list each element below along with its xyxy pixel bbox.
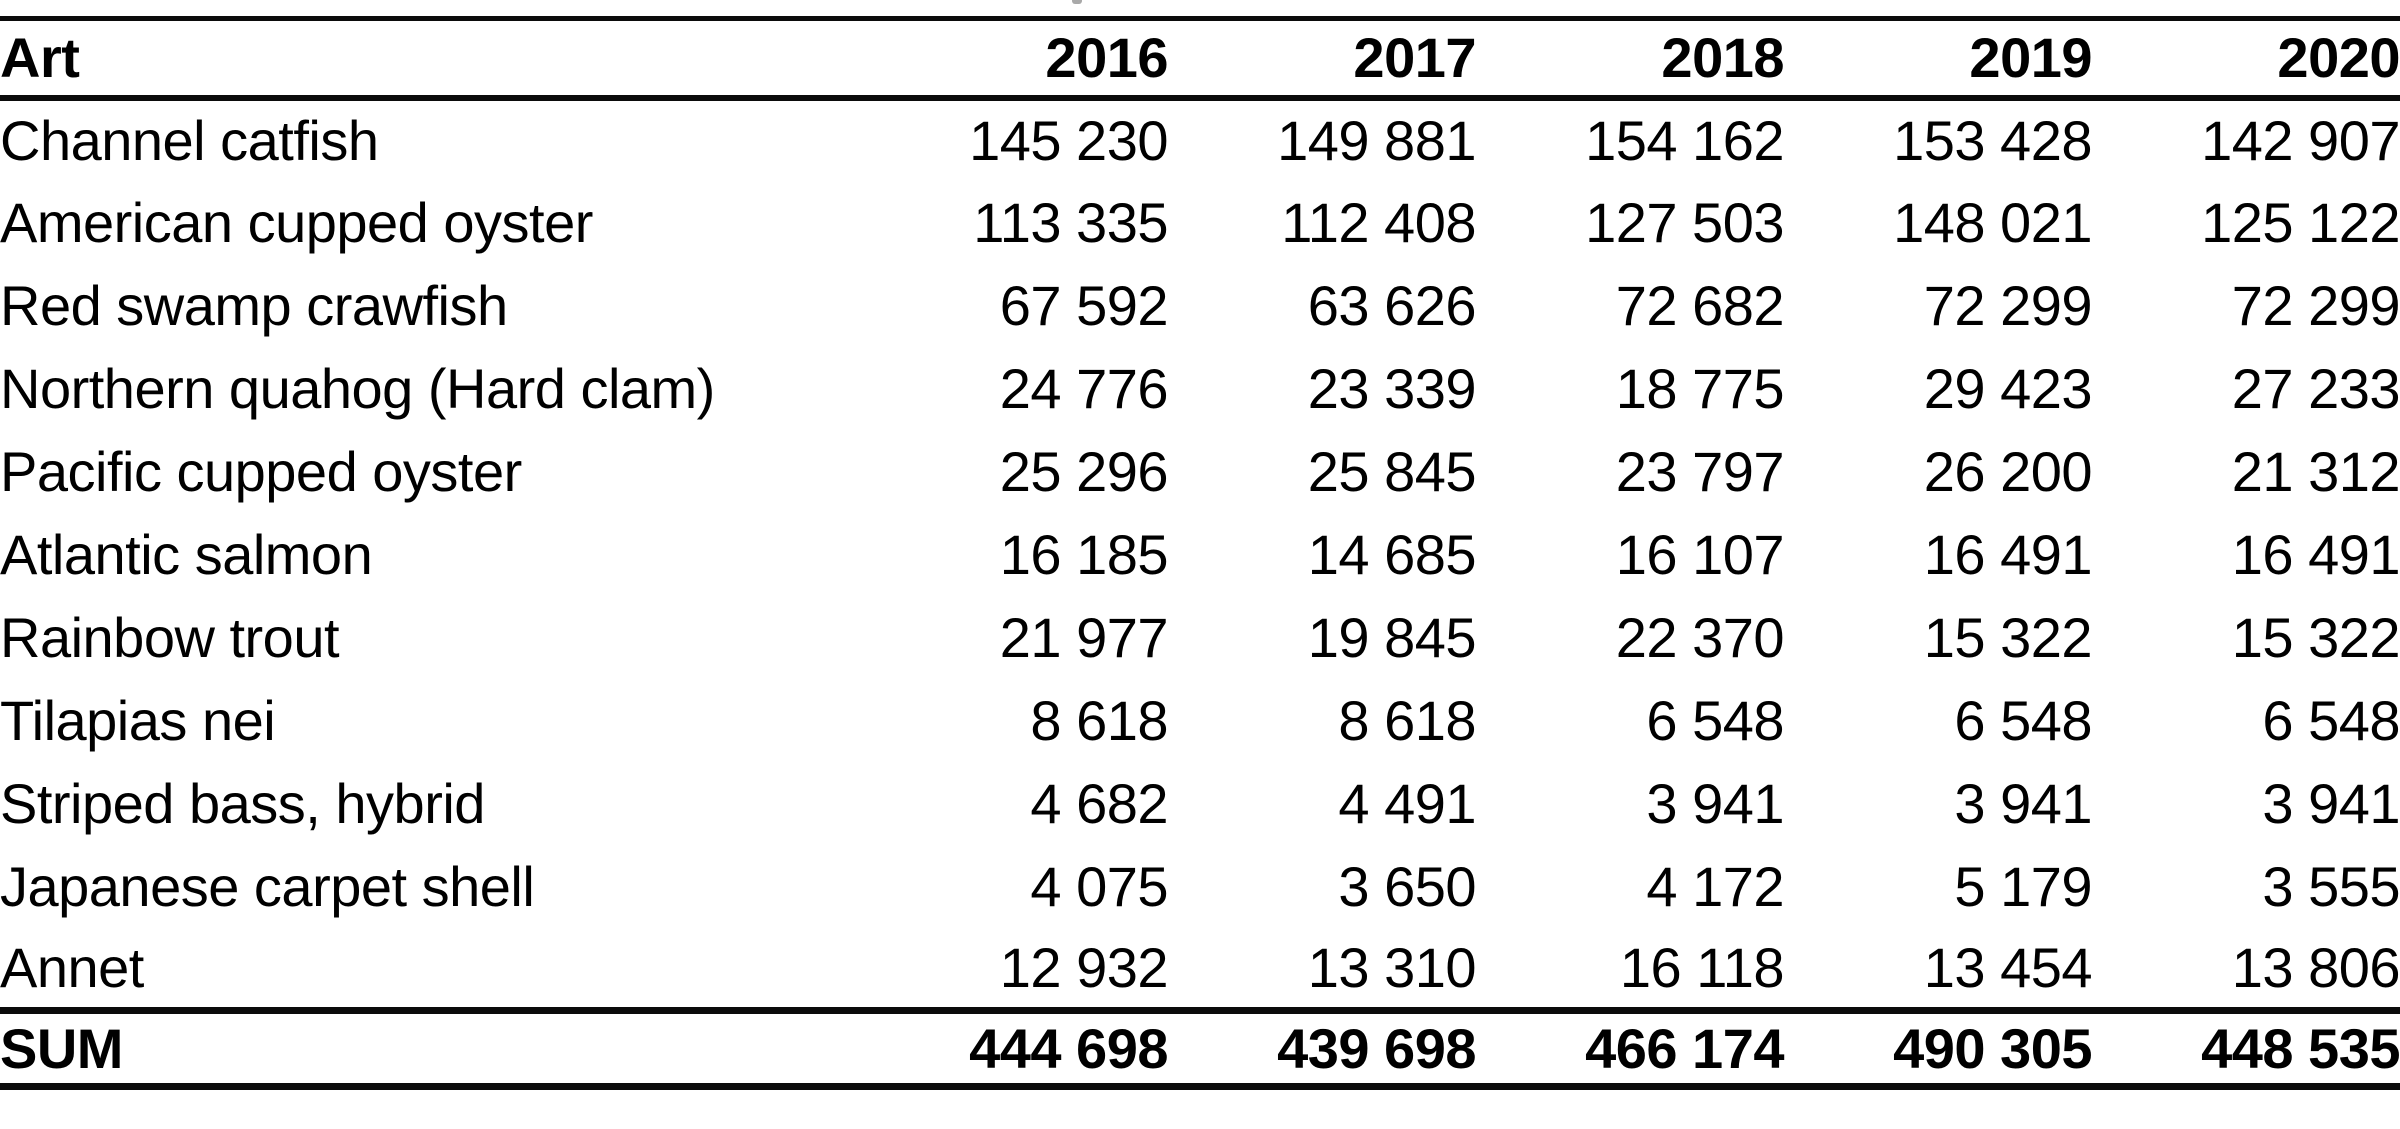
value-cell: 16 118 xyxy=(1619,935,1785,999)
value-cell: 3 941 xyxy=(1954,771,2092,835)
species-name-cell: Striped bass, hybrid xyxy=(0,771,485,835)
sum-value-cell: 448 535 xyxy=(2201,1017,2400,1080)
value-cell: 72 299 xyxy=(1923,273,2093,337)
species-name-cell: Tilapias nei xyxy=(0,688,276,752)
value-cell: 6 548 xyxy=(2262,688,2400,752)
value-cell: 27 233 xyxy=(2231,356,2400,420)
value-cell: 25 296 xyxy=(999,439,1169,503)
value-cell: 148 021 xyxy=(1893,190,2092,254)
cut-off-text-artifact xyxy=(1072,0,1082,4)
value-cell: 19 845 xyxy=(1307,605,1477,669)
table-row: Atlantic salmon 16 185 14 685 16 107 16 … xyxy=(0,513,2400,596)
table-row: American cupped oyster 113 335 112 408 1… xyxy=(0,181,2400,264)
value-cell: 25 845 xyxy=(1307,439,1477,503)
column-header-2019: 2019 xyxy=(1969,26,2092,90)
species-name-cell: Rainbow trout xyxy=(0,605,340,669)
value-cell: 23 339 xyxy=(1307,356,1477,420)
value-cell: 6 548 xyxy=(1954,688,2092,752)
value-cell: 113 335 xyxy=(973,190,1168,254)
value-cell: 26 200 xyxy=(1923,439,2093,503)
table-row: Annet 12 932 13 310 16 118 13 454 13 806 xyxy=(0,928,2400,1011)
column-header-2020: 2020 xyxy=(2277,26,2400,90)
column-header-2017: 2017 xyxy=(1353,26,1476,90)
value-cell: 13 454 xyxy=(1923,935,2093,999)
table-row: Pacific cupped oyster 25 296 25 845 23 7… xyxy=(0,430,2400,513)
value-cell: 63 626 xyxy=(1307,273,1477,337)
species-name-cell: Atlantic salmon xyxy=(0,522,373,586)
table-row: Red swamp crawfish 67 592 63 626 72 682 … xyxy=(0,264,2400,347)
value-cell: 22 370 xyxy=(1615,605,1785,669)
value-cell: 4 491 xyxy=(1338,771,1476,835)
value-cell: 21 312 xyxy=(2231,439,2400,503)
species-name-cell: Annet xyxy=(0,935,144,999)
value-cell: 29 423 xyxy=(1923,356,2093,420)
value-cell: 13 310 xyxy=(1307,935,1477,999)
value-cell: 16 491 xyxy=(1923,522,2093,586)
value-cell: 23 797 xyxy=(1615,439,1785,503)
species-production-table: Art 2016 2017 2018 2019 2020 Channel cat… xyxy=(0,16,2400,1090)
value-cell: 127 503 xyxy=(1585,190,1784,254)
value-cell: 153 428 xyxy=(1893,109,2092,172)
sum-value-cell: 439 698 xyxy=(1277,1017,1476,1080)
table-container: Art 2016 2017 2018 2019 2020 Channel cat… xyxy=(0,16,2400,1090)
table-row: Striped bass, hybrid 4 682 4 491 3 941 3… xyxy=(0,762,2400,845)
header-row: Art 2016 2017 2018 2019 2020 xyxy=(0,19,2400,98)
value-cell: 4 075 xyxy=(1030,854,1168,918)
value-cell: 145 230 xyxy=(969,109,1168,172)
sum-row: SUM 444 698 439 698 466 174 490 305 448 … xyxy=(0,1010,2400,1087)
value-cell: 15 322 xyxy=(1923,605,2093,669)
value-cell: 154 162 xyxy=(1585,109,1784,172)
value-cell: 3 650 xyxy=(1338,854,1476,918)
value-cell: 8 618 xyxy=(1030,688,1168,752)
value-cell: 12 932 xyxy=(999,935,1169,999)
column-header-2016: 2016 xyxy=(1045,26,1168,90)
value-cell: 142 907 xyxy=(2201,109,2400,172)
value-cell: 8 618 xyxy=(1338,688,1476,752)
table-row: Northern quahog (Hard clam) 24 776 23 33… xyxy=(0,347,2400,430)
value-cell: 72 682 xyxy=(1615,273,1785,337)
value-cell: 6 548 xyxy=(1646,688,1784,752)
value-cell: 149 881 xyxy=(1277,109,1476,172)
value-cell: 72 299 xyxy=(2231,273,2400,337)
value-cell: 4 172 xyxy=(1646,854,1784,918)
value-cell: 67 592 xyxy=(999,273,1169,337)
value-cell: 16 107 xyxy=(1615,522,1785,586)
sum-value-cell: 490 305 xyxy=(1893,1017,2092,1080)
species-name-cell: Channel catfish xyxy=(0,109,379,172)
species-name-cell: Japanese carpet shell xyxy=(0,854,535,918)
table-row: Tilapias nei 8 618 8 618 6 548 6 548 6 5… xyxy=(0,679,2400,762)
column-header-art: Art xyxy=(0,26,80,90)
value-cell: 24 776 xyxy=(999,356,1169,420)
value-cell: 5 179 xyxy=(1954,854,2092,918)
value-cell: 4 682 xyxy=(1030,771,1168,835)
value-cell: 21 977 xyxy=(999,605,1169,669)
species-name-cell: American cupped oyster xyxy=(0,190,593,254)
value-cell: 14 685 xyxy=(1307,522,1477,586)
species-name-cell: Pacific cupped oyster xyxy=(0,439,522,503)
value-cell: 13 806 xyxy=(2231,935,2400,999)
table-header: Art 2016 2017 2018 2019 2020 xyxy=(0,19,2400,98)
value-cell: 3 941 xyxy=(2262,771,2400,835)
value-cell: 3 555 xyxy=(2262,854,2400,918)
table-footer: SUM 444 698 439 698 466 174 490 305 448 … xyxy=(0,1010,2400,1087)
table-row: Rainbow trout 21 977 19 845 22 370 15 32… xyxy=(0,596,2400,679)
table-body: Channel catfish 145 230 149 881 154 162 … xyxy=(0,98,2400,1011)
table-row: Japanese carpet shell 4 075 3 650 4 172 … xyxy=(0,845,2400,928)
column-header-2018: 2018 xyxy=(1661,26,1784,90)
table-row: Channel catfish 145 230 149 881 154 162 … xyxy=(0,98,2400,181)
sum-value-cell: 444 698 xyxy=(969,1017,1168,1080)
value-cell: 16 185 xyxy=(999,522,1169,586)
value-cell: 3 941 xyxy=(1646,771,1784,835)
value-cell: 15 322 xyxy=(2231,605,2400,669)
species-name-cell: Red swamp crawfish xyxy=(0,273,508,337)
value-cell: 125 122 xyxy=(2201,190,2400,254)
value-cell: 112 408 xyxy=(1281,190,1476,254)
value-cell: 16 491 xyxy=(2231,522,2400,586)
species-name-cell: Northern quahog (Hard clam) xyxy=(0,356,715,420)
sum-value-cell: 466 174 xyxy=(1585,1017,1784,1080)
value-cell: 18 775 xyxy=(1615,356,1785,420)
sum-label-cell: SUM xyxy=(0,1017,123,1080)
